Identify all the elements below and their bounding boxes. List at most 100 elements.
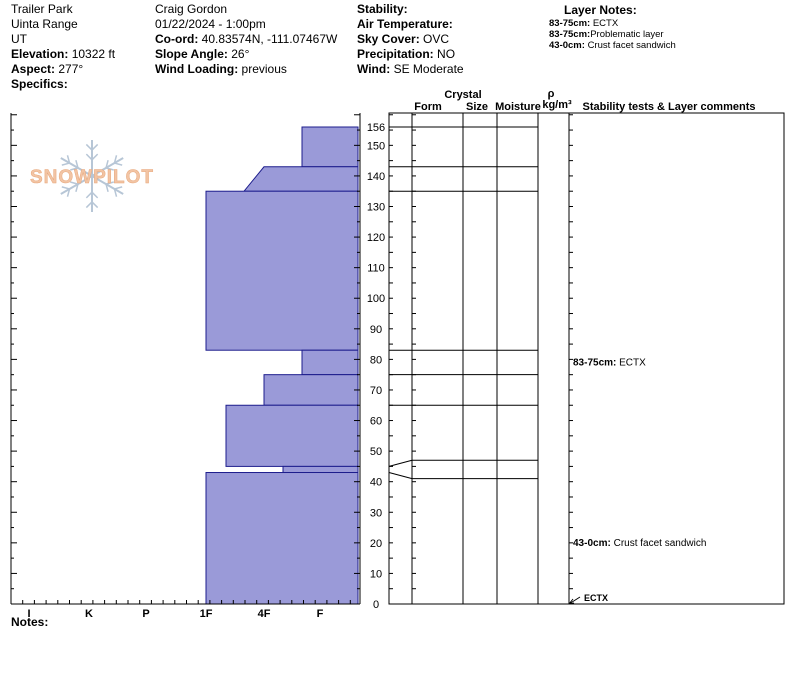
hardness-layer-bar xyxy=(242,166,359,192)
hardness-tick-label: F xyxy=(317,608,324,620)
depth-tick-label: 156 xyxy=(367,122,385,134)
wind-value: SE Moderate xyxy=(393,62,464,76)
coordinates: Co-ord: 40.83574N, -111.07467W xyxy=(155,32,337,47)
layer-note-text: ECTX xyxy=(592,18,619,29)
snowflake-branch xyxy=(75,159,79,169)
hardness-layer-bar xyxy=(225,404,359,467)
layer-note-item: 83-75cm:Problematic layer xyxy=(549,29,676,40)
snowflake-branch xyxy=(105,159,109,169)
snowflake-branch xyxy=(114,186,123,190)
layer-note-item: 43-0cm: Crust facet sandwich xyxy=(549,40,676,51)
snowflake-branch xyxy=(70,181,79,185)
depth-tick-label: 10 xyxy=(370,568,382,580)
depth-tick-label: 120 xyxy=(367,232,385,244)
depth-tick-label: 140 xyxy=(367,171,385,183)
snowflake-branch xyxy=(91,143,99,151)
sky-cover: Sky Cover: OVC xyxy=(357,32,464,47)
observer: Craig Gordon xyxy=(155,2,228,16)
hardness-tick-label: I xyxy=(27,608,30,620)
layer-note-range: 43-0cm: xyxy=(549,40,585,51)
depth-tick-label: 40 xyxy=(370,477,382,489)
depth-tick-label: 150 xyxy=(367,140,385,152)
snowflake-branch xyxy=(75,183,79,193)
header-conditions: Stability: Air Temperature: Sky Cover: O… xyxy=(357,2,464,77)
layer-note-range: 83-75cm: xyxy=(549,18,591,29)
snowflake-branch xyxy=(105,183,109,193)
slope-angle: Slope Angle: 26° xyxy=(155,47,337,62)
stability-test-label: ECTX xyxy=(584,593,608,603)
depth-tick-label: 50 xyxy=(370,446,382,458)
snowflake-branch xyxy=(91,201,99,209)
snowpilot-logo-text: SNOWPILOT xyxy=(30,167,154,188)
table-column-header: kg/m³ xyxy=(542,99,572,111)
coord-label: Co-ord: xyxy=(155,32,199,46)
specifics-label: Specifics: xyxy=(11,77,68,91)
sky-label: Sky Cover: xyxy=(357,32,420,46)
coord-value: 40.83574N, -111.07467W xyxy=(201,32,338,46)
table-frame xyxy=(388,112,785,605)
air-temperature: Air Temperature: xyxy=(357,17,464,32)
depth-tick-label: 0 xyxy=(373,599,379,611)
stability: Stability: xyxy=(357,2,464,17)
snowflake-branch xyxy=(70,167,79,171)
snowflake-branch xyxy=(91,191,99,199)
snowflake-arm xyxy=(60,175,93,195)
snowflake-branch xyxy=(66,188,71,197)
layer-notes: Layer Notes: 83-75cm: ECTX 83-75cm:Probl… xyxy=(549,3,676,51)
hardness-layer-bar xyxy=(205,190,359,351)
hardness-layer-bar xyxy=(205,472,359,605)
stability-test-arrow xyxy=(568,596,581,605)
snowflake-arm xyxy=(91,157,124,177)
slope-value: 26° xyxy=(231,47,250,61)
specifics: Specifics: xyxy=(11,77,115,92)
hardness-layer-bar xyxy=(282,465,359,474)
snowflake-branch xyxy=(85,143,93,151)
elevation: Elevation: 10322 ft xyxy=(11,47,115,62)
layer-note-range: 83-75cm: xyxy=(549,29,591,40)
layer-comment: 43-0cm: Crust facet sandwich xyxy=(573,538,706,549)
layer-notes-title: Layer Notes: xyxy=(564,3,637,17)
snowflake-branch xyxy=(105,181,114,185)
hardness-tick-label: K xyxy=(85,608,93,620)
table-column-header: Form xyxy=(414,101,442,113)
layer-note-text: Crust facet sandwich xyxy=(587,40,676,51)
depth-tick-label: 110 xyxy=(367,263,385,275)
layer-connector xyxy=(388,472,413,480)
aspect: Aspect: 277° xyxy=(11,62,115,77)
snowflake-branch xyxy=(66,155,71,164)
depth-tick-label: 90 xyxy=(370,324,382,336)
depth-tick-label: 130 xyxy=(367,202,385,214)
depth-tick-label: 20 xyxy=(370,538,382,550)
snowflake-branch xyxy=(61,162,70,166)
precipitation: Precipitation: NO xyxy=(357,47,464,62)
layer-connector xyxy=(388,459,413,467)
hardness-layer-bar xyxy=(263,374,359,406)
precip-label: Precipitation: xyxy=(357,47,434,61)
wind: Wind: SE Moderate xyxy=(357,62,464,77)
table-column-header: Stability tests & Layer comments xyxy=(582,101,755,113)
snowflake-branch xyxy=(61,186,70,190)
table-column-header: ρ xyxy=(548,88,555,100)
snowflake-branch xyxy=(85,153,93,161)
wind-loading-label: Wind Loading: xyxy=(155,62,239,76)
aspect-value: 277° xyxy=(58,62,84,76)
depth-tick-label: 70 xyxy=(370,385,382,397)
snowflake-branch xyxy=(113,155,118,164)
hardness-tick-label: 4F xyxy=(258,608,271,620)
precip-value: NO xyxy=(437,47,456,61)
hardness-layer-bar xyxy=(301,349,359,376)
datetime: 01/22/2024 - 1:00pm xyxy=(155,17,266,31)
chart-axes: I K P 1F 4F F 0 10 20 30 40 50 60 70 80 90 100 110 120 130 1… xyxy=(10,113,385,620)
header-middle: Craig Gordon 01/22/2024 - 1:00pm Co-ord:… xyxy=(155,2,337,77)
notes-label: Notes: xyxy=(11,615,49,629)
snowpilot-logo: SNOWPILOT xyxy=(30,140,154,212)
table-column-header: Size xyxy=(466,101,488,113)
wind-label: Wind: xyxy=(357,62,391,76)
snowflake-arm xyxy=(60,157,93,177)
snowflake-branch xyxy=(91,153,99,161)
location: Trailer Park xyxy=(11,2,73,16)
hardness-layer-bar xyxy=(301,126,359,168)
hardness-profile xyxy=(205,126,359,605)
